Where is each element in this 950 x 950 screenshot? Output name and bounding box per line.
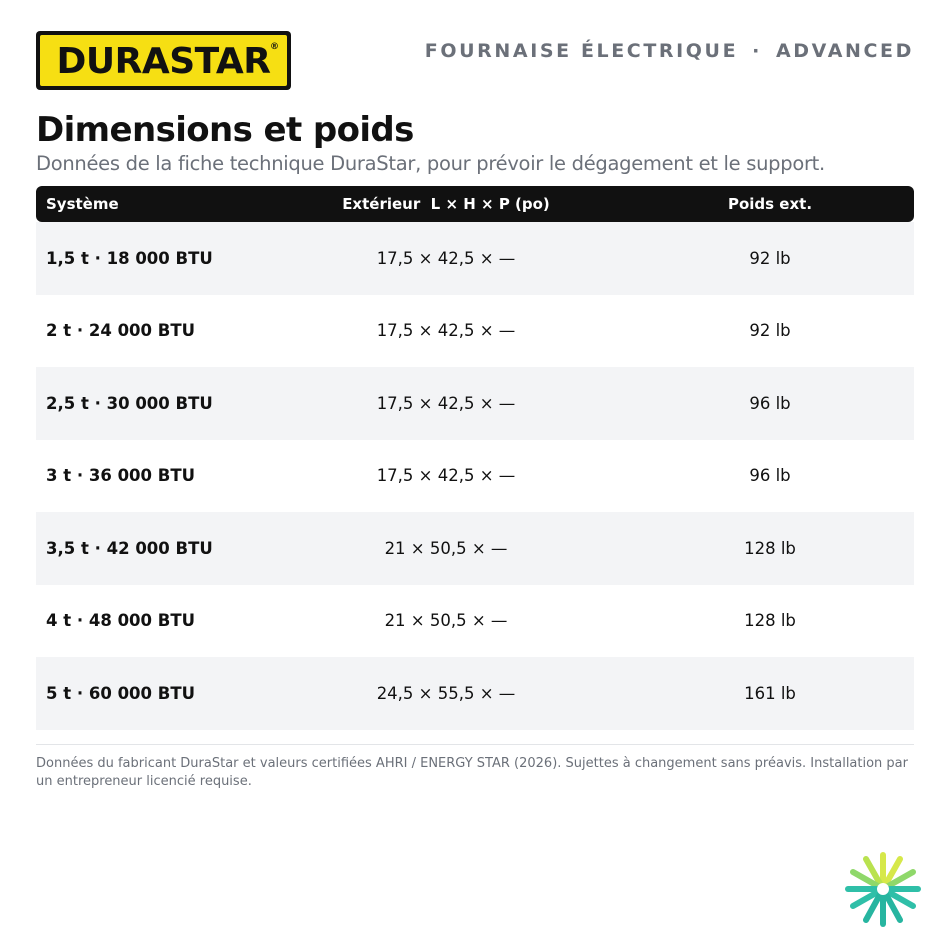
cell-system: 3,5 t · 42 000 BTU — [46, 538, 213, 558]
cell-system: 2,5 t · 30 000 BTU — [46, 393, 213, 413]
header-exterior: Extérieur L × H × P (po) — [342, 195, 550, 213]
table-row: 2 t · 24 000 BTU 17,5 × 42,5 × — 92 lb — [36, 295, 914, 368]
product-name: FOURNAISE ÉLECTRIQUE — [424, 40, 739, 62]
cell-exterior: 17,5 × 42,5 × — — [376, 321, 516, 341]
footnote-divider — [36, 744, 914, 745]
cell-weight: 128 lb — [744, 538, 796, 558]
cell-weight: 161 lb — [744, 683, 796, 703]
cell-exterior: 21 × 50,5 × — — [384, 611, 508, 631]
product-tier: ADVANCED — [776, 40, 914, 62]
cell-system: 4 t · 48 000 BTU — [46, 611, 195, 631]
table-row: 2,5 t · 30 000 BTU 17,5 × 42,5 × — 96 lb — [36, 367, 914, 440]
table-header: Système Extérieur L × H × P (po) Poids e… — [36, 186, 914, 222]
cell-exterior: 17,5 × 42,5 × — — [376, 248, 516, 268]
table-row: 4 t · 48 000 BTU 21 × 50,5 × — 128 lb — [36, 585, 914, 658]
registered-mark: ® — [270, 42, 279, 52]
cell-exterior: 17,5 × 42,5 × — — [376, 466, 516, 486]
cell-exterior: 21 × 50,5 × — — [384, 538, 508, 558]
header-weight: Poids ext. — [727, 195, 813, 213]
header-system: Système — [46, 195, 119, 213]
header-separator: · — [752, 40, 762, 62]
durastar-logo: DURASTAR ® — [36, 31, 291, 90]
dimensions-table: Système Extérieur L × H × P (po) Poids e… — [36, 186, 914, 730]
cell-system: 3 t · 36 000 BTU — [46, 466, 195, 486]
table-row: 3 t · 36 000 BTU 17,5 × 42,5 × — 96 lb — [36, 440, 914, 513]
cell-weight: 92 lb — [749, 248, 791, 268]
table-row: 3,5 t · 42 000 BTU 21 × 50,5 × — 128 lb — [36, 512, 914, 585]
cell-exterior: 24,5 × 55,5 × — — [376, 683, 516, 703]
cell-system: 2 t · 24 000 BTU — [46, 321, 195, 341]
cell-weight: 96 lb — [749, 466, 791, 486]
logo-wordmark: DURASTAR — [56, 40, 271, 82]
cell-exterior: 17,5 × 42,5 × — — [376, 393, 516, 413]
page-title: Dimensions et poids — [36, 110, 414, 150]
footnote: Données du fabricant DuraStar et valeurs… — [36, 756, 908, 789]
logo-badge: DURASTAR ® — [40, 35, 287, 86]
table-row: 5 t · 60 000 BTU 24,5 × 55,5 × — 161 lb — [36, 657, 914, 730]
product-header: FOURNAISE ÉLECTRIQUE · ADVANCED — [425, 40, 914, 62]
cell-weight: 92 lb — [749, 321, 791, 341]
cell-system: 5 t · 60 000 BTU — [46, 683, 195, 703]
snowflake-sun-icon — [845, 852, 921, 927]
cell-system: 1,5 t · 18 000 BTU — [46, 248, 213, 268]
cell-weight: 96 lb — [749, 393, 791, 413]
page-subtitle: Données de la fiche technique DuraStar, … — [36, 152, 825, 175]
table-row: 1,5 t · 18 000 BTU 17,5 × 42,5 × — 92 lb — [36, 222, 914, 295]
cell-weight: 128 lb — [744, 611, 796, 631]
